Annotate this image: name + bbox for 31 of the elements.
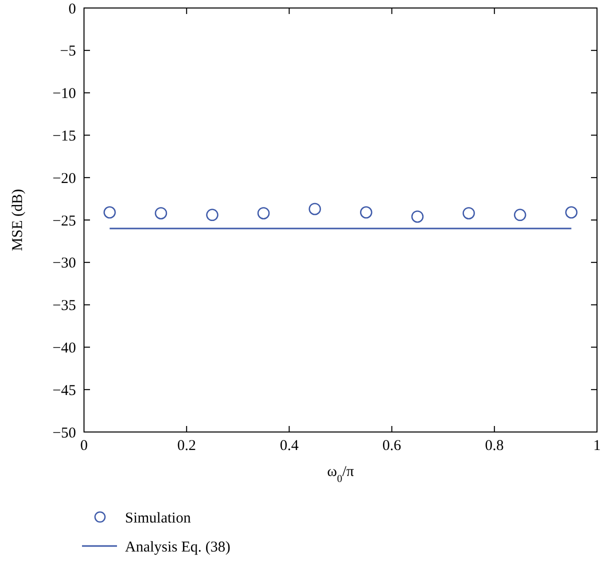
x-tick-label: 0 xyxy=(80,438,88,454)
point xyxy=(514,208,526,222)
point xyxy=(565,206,578,219)
y-tick-label: −30 xyxy=(52,256,76,272)
y-tick-label: −35 xyxy=(52,298,76,314)
x-tick-label: 0.4 xyxy=(280,438,300,454)
x-tick-label: 0.2 xyxy=(177,438,196,454)
y-tick-label: −25 xyxy=(52,213,76,230)
y-tick-label: −15 xyxy=(52,128,76,144)
point xyxy=(462,207,475,220)
y-tick-label: −20 xyxy=(52,170,76,187)
point xyxy=(411,210,424,223)
x-tick-label: 0.6 xyxy=(382,438,402,454)
y-tick-label: −50 xyxy=(52,425,76,442)
point xyxy=(257,207,270,220)
point xyxy=(206,208,218,222)
legend-label: Simulation xyxy=(125,510,192,526)
y-tick-label: −45 xyxy=(52,382,76,399)
point xyxy=(104,206,116,219)
x-tick-label: 1 xyxy=(593,438,601,454)
point xyxy=(154,207,168,220)
y-tick-label: −10 xyxy=(52,86,76,102)
point xyxy=(360,206,372,219)
y-tick-label: −40 xyxy=(52,340,76,356)
point xyxy=(308,202,321,216)
x-axis-title: ω$_{0}$/π xyxy=(327,464,354,484)
y-tick-label: −5 xyxy=(60,44,76,60)
y-tick-label: 0 xyxy=(68,1,76,18)
y-axis-title: MSE (dB) xyxy=(10,188,26,252)
legend-label: Analysis Eq. (38) xyxy=(125,539,230,556)
x-tick-label: 0.8 xyxy=(485,438,504,454)
